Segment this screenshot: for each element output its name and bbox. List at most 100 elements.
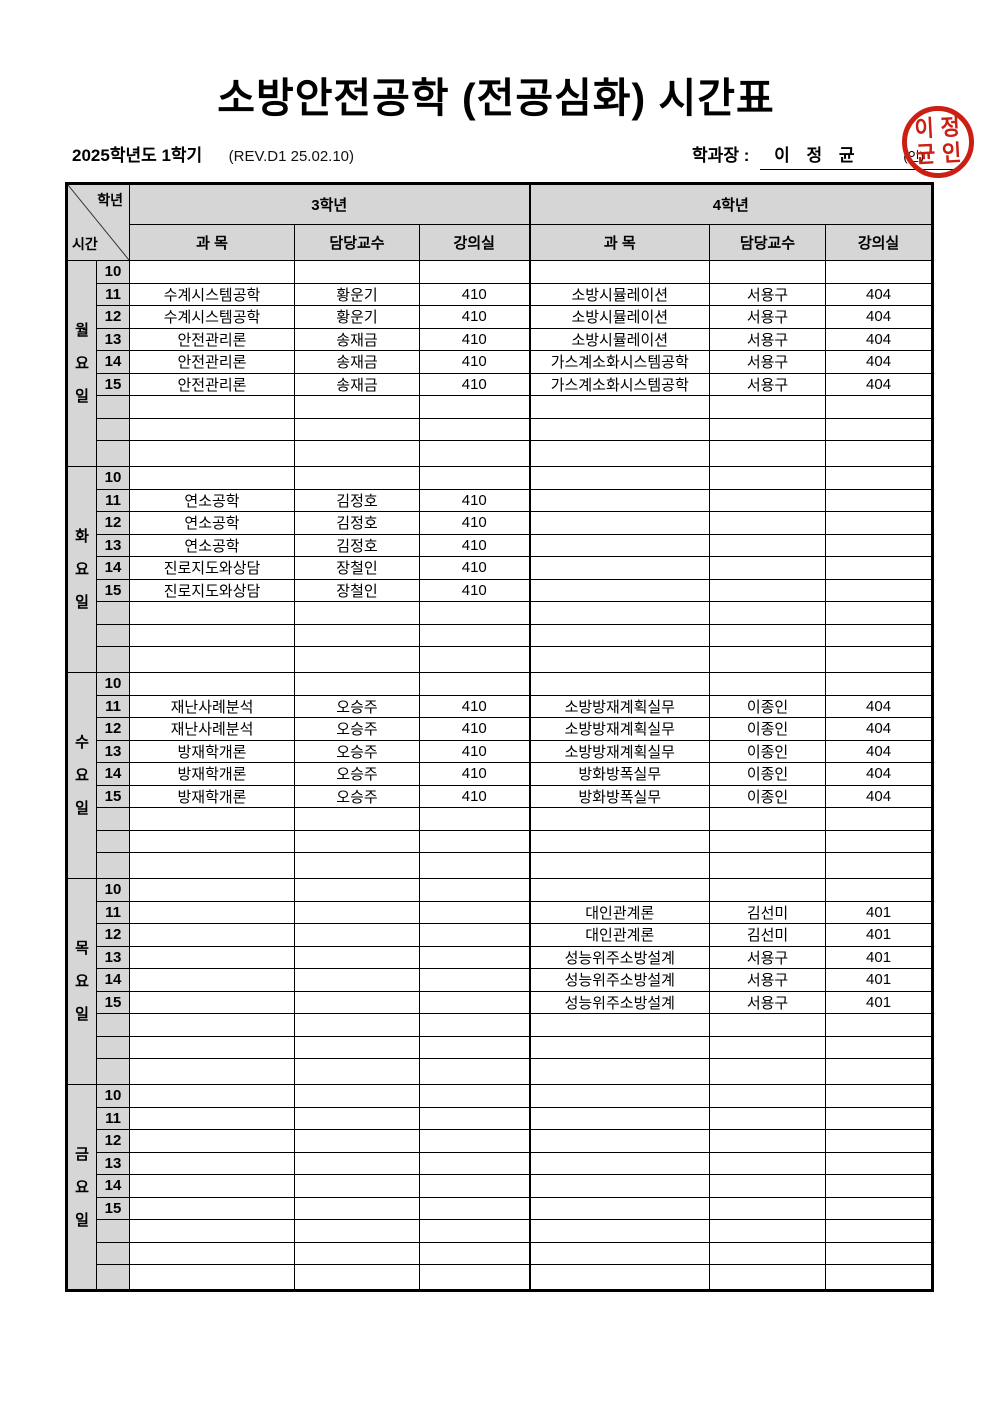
- stamp-seal-character: 균: [915, 142, 936, 169]
- subject-cell: 연소공학: [129, 511, 295, 535]
- professor-cell: [294, 878, 420, 902]
- professor-cell: [294, 623, 420, 647]
- time-cell: 13: [96, 945, 130, 969]
- subject-cell: [129, 623, 295, 647]
- room-cell: 404: [825, 372, 934, 396]
- subject-cell: [129, 1013, 295, 1037]
- day-label-char: 요: [75, 1178, 89, 1196]
- professor-cell: 서용구: [709, 305, 827, 329]
- professor-cell: [294, 1264, 420, 1291]
- subject-cell: 안전관리론: [129, 350, 295, 374]
- room-cell: 410: [418, 578, 531, 602]
- time-cell: [96, 601, 130, 625]
- subject-cell: [528, 1129, 711, 1153]
- professor-cell: 황운기: [294, 282, 420, 306]
- time-cell: 10: [96, 260, 130, 284]
- time-cell: [96, 1219, 130, 1243]
- room-cell: [825, 1035, 934, 1059]
- subject-cell: [528, 417, 711, 441]
- subject-cell: [528, 578, 711, 602]
- professor-cell: [709, 1129, 827, 1153]
- room-cell: [418, 923, 531, 947]
- room-cell: [418, 672, 531, 696]
- professor-cell: [709, 623, 827, 647]
- room-cell: [825, 440, 934, 467]
- professor-cell: [294, 1013, 420, 1037]
- subject-cell: 대인관계론: [528, 923, 711, 947]
- professor-cell: [709, 1219, 827, 1243]
- professor-cell: 송재금: [294, 350, 420, 374]
- time-cell: 14: [96, 762, 130, 786]
- professor-cell: [709, 1084, 827, 1108]
- professor-cell: 이종인: [709, 762, 827, 786]
- time-cell: 15: [96, 372, 130, 396]
- room-cell: 410: [418, 784, 531, 808]
- day-label-char: 수: [75, 734, 89, 751]
- time-cell: 11: [96, 1106, 130, 1130]
- grade-3-header: 3학년: [128, 183, 531, 225]
- subject-cell: [129, 968, 295, 992]
- subject-cell: [129, 1151, 295, 1175]
- subject-cell: [129, 852, 295, 879]
- room-cell: [825, 511, 934, 535]
- subject-cell: [528, 646, 711, 673]
- subject-cell: 진로지도와상담: [129, 578, 295, 602]
- professor-cell: [294, 417, 420, 441]
- room-cell: [825, 466, 934, 490]
- professor-cell: [709, 646, 827, 673]
- professor-cell: [294, 601, 420, 625]
- room-cell: [418, 417, 531, 441]
- time-cell: [96, 646, 130, 673]
- professor-cell: [709, 440, 827, 467]
- room-cell: 410: [418, 350, 531, 374]
- subject-cell: 연소공학: [129, 533, 295, 557]
- subject-col-header: 과 목: [528, 224, 711, 261]
- dept-head-name: 이 정 균 (인): [760, 141, 954, 170]
- room-cell: [825, 1174, 934, 1198]
- time-cell: 14: [96, 1174, 130, 1198]
- subject-cell: [528, 395, 711, 419]
- room-cell: [825, 395, 934, 419]
- time-cell: 14: [96, 350, 130, 374]
- subject-cell: 재난사례분석: [129, 717, 295, 741]
- subject-cell: [129, 1174, 295, 1198]
- subject-cell: [528, 488, 711, 512]
- time-cell: 10: [96, 672, 130, 696]
- room-cell: [418, 1058, 531, 1085]
- professor-cell: 황운기: [294, 305, 420, 329]
- professor-cell: 김정호: [294, 533, 420, 557]
- subject-cell: 소방시뮬레이션: [528, 327, 711, 351]
- room-cell: [825, 1058, 934, 1085]
- room-cell: 410: [418, 511, 531, 535]
- subject-cell: 대인관계론: [528, 900, 711, 924]
- time-cell: 12: [96, 1129, 130, 1153]
- subject-cell: [528, 511, 711, 535]
- professor-cell: 송재금: [294, 327, 420, 351]
- professor-cell: [709, 852, 827, 879]
- room-cell: [825, 878, 934, 902]
- subject-cell: [528, 1241, 711, 1265]
- subject-cell: [129, 1196, 295, 1220]
- professor-cell: [294, 900, 420, 924]
- grade-4-header: 4학년: [528, 183, 934, 225]
- subject-cell: [528, 878, 711, 902]
- professor-cell: [709, 829, 827, 853]
- room-col-header: 강의실: [825, 224, 934, 261]
- room-cell: [825, 646, 934, 673]
- subject-cell: 방화방폭실무: [528, 762, 711, 786]
- subject-cell: [528, 623, 711, 647]
- time-cell: 15: [96, 990, 130, 1014]
- subject-cell: [528, 807, 711, 831]
- room-cell: [418, 1084, 531, 1108]
- professor-cell: 오승주: [294, 762, 420, 786]
- professor-cell: 서용구: [709, 968, 827, 992]
- subject-cell: [528, 1013, 711, 1037]
- professor-cell: 서용구: [709, 372, 827, 396]
- professor-cell: 서용구: [709, 350, 827, 374]
- subject-cell: [528, 601, 711, 625]
- room-cell: [418, 646, 531, 673]
- professor-cell: [709, 1241, 827, 1265]
- time-cell: [96, 807, 130, 831]
